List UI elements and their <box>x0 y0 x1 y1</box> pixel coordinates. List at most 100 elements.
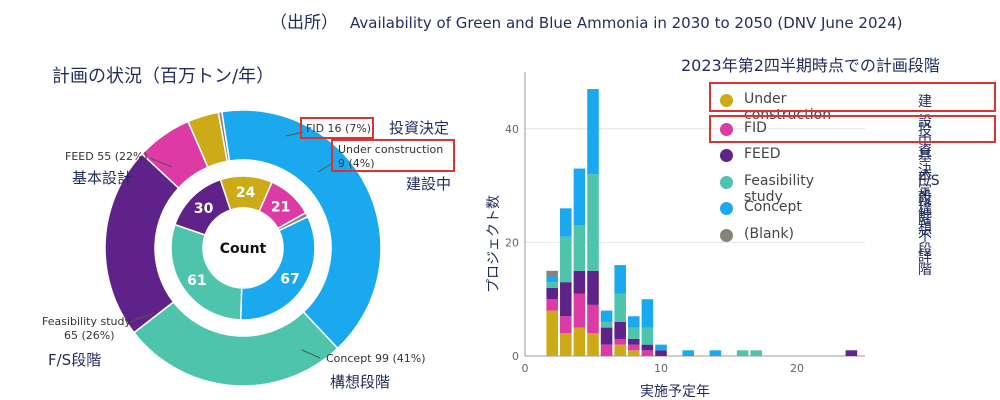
donut-center-label: Count <box>220 241 267 257</box>
legend-label-jp: 構想段階 <box>918 202 932 278</box>
bar-segment-fid <box>560 316 572 334</box>
inner-label-concept: 67 <box>280 272 299 288</box>
highlight-box-legend-under-construction <box>709 82 996 112</box>
legend-swatch <box>720 149 733 162</box>
y-tick-label: 20 <box>505 236 519 249</box>
bar-segment-feed <box>546 287 558 300</box>
bar-segment-feasibility_study <box>546 282 558 288</box>
donut-slice-concept <box>220 109 382 350</box>
bar-segment-under_construction <box>573 327 586 356</box>
bar-chart-title: 2023年第2四半期時点での計画段階 <box>681 56 940 75</box>
leader-line <box>149 157 173 168</box>
legend-swatch <box>720 176 733 189</box>
bar-segment-concept <box>587 89 599 175</box>
bar-segment-concept <box>560 208 572 237</box>
bar-segment-feasibility_study <box>628 327 640 339</box>
bar-segment-feed <box>845 350 858 356</box>
legend-label-jp: F/S段階 <box>918 173 940 228</box>
inner-label-under_construction: 24 <box>236 185 256 201</box>
label-feed: FEED 55 (22%) <box>65 150 148 163</box>
legend-label-jp: 不詳 <box>918 229 932 265</box>
donut-chart: 24 21 67 61 30 Count <box>104 109 382 387</box>
bar-segment-feed <box>628 338 640 345</box>
bar-segment-feed <box>600 327 613 345</box>
y-tick-label: 40 <box>505 123 519 136</box>
donut-slice-fid <box>140 120 209 190</box>
bar-segment-concept <box>614 265 626 294</box>
legend-swatch <box>720 229 733 242</box>
label-feasibility-value: 65 (26%) <box>64 329 115 342</box>
bar-segment-concept <box>641 299 654 328</box>
bar-segment-feasibility_study <box>573 225 586 271</box>
legend-label: Feasibility study <box>744 173 814 205</box>
legend-label: (Blank) <box>744 226 794 242</box>
bar-segment-under_construction <box>546 310 558 356</box>
bar-segment-concept <box>682 350 694 356</box>
bar-segment-under_construction <box>614 344 626 356</box>
bar-segment-fid <box>641 350 654 356</box>
bar-segment-feasibility_study <box>736 350 749 356</box>
x-tick-label: 10 <box>654 362 668 375</box>
x-tick-label: 0 <box>522 362 529 375</box>
inner-label-fid: 21 <box>271 200 290 216</box>
source-lead: （出所） <box>270 13 338 33</box>
x-axis-label: 実施予定年 <box>640 384 710 400</box>
highlight-box-legend-fid <box>709 115 996 143</box>
leader-line <box>129 312 155 323</box>
donut-hole <box>203 208 283 288</box>
highlight-box-fid <box>300 117 374 139</box>
label-concept-jp: 構想段階 <box>330 373 391 391</box>
legend-label-jp: 投資決定 <box>918 123 932 199</box>
bar-segment-blank <box>546 270 558 277</box>
x-tick-label: 20 <box>790 362 804 375</box>
bar-segment-feed <box>573 270 586 294</box>
inner-label-feasibility_study: 61 <box>187 273 206 289</box>
bar-segment-feasibility_study <box>600 321 613 328</box>
label-under-construction-name: Under construction <box>338 143 444 156</box>
label-feasibility-jp: F/S段階 <box>48 351 102 369</box>
bar-segment-under_construction <box>628 350 640 356</box>
y-tick-label: 0 <box>512 350 519 363</box>
bar-segment-under_construction <box>560 333 572 356</box>
legend-label: FEED <box>744 146 781 162</box>
legend-swatch <box>720 123 733 136</box>
y-axis-label: プロジェクト数 <box>486 195 502 293</box>
highlight-box-under-construction <box>331 139 455 172</box>
source-caption: （出所） Availability of Green and Blue Ammon… <box>270 8 902 33</box>
bar-segment-feasibility_study <box>614 293 626 322</box>
label-fid-jp: 投資決定 <box>389 119 450 137</box>
bar-segment-feed <box>641 344 654 351</box>
label-under-construction-jp: 建設中 <box>406 175 452 193</box>
bar-segment-fid <box>628 344 640 351</box>
bar-segment-fid <box>573 293 586 328</box>
bar-segment-feed <box>560 282 572 317</box>
legend-label-jp: 基本設計 <box>918 149 932 225</box>
legend-swatch <box>720 202 733 215</box>
donut-slice-feasibility_study <box>132 300 339 387</box>
label-under-construction-value: 9 (4%) <box>338 157 375 170</box>
legend-label: Concept <box>744 199 802 215</box>
bar-segment-feed <box>614 321 626 339</box>
bar-segment-concept <box>573 168 586 226</box>
legend-swatch <box>720 94 733 107</box>
bar-segment-feed <box>587 270 599 305</box>
bar-segment-feasibility_study <box>560 236 572 283</box>
bar-segment-feasibility_study <box>750 350 762 356</box>
source-text: Availability of Green and Blue Ammonia i… <box>350 14 903 32</box>
bar-segment-fid <box>614 338 626 345</box>
bar-segment-concept <box>628 316 640 328</box>
leader-line <box>317 162 334 173</box>
leader-line <box>301 349 321 359</box>
bar-segment-fid <box>600 344 613 356</box>
label-concept: Concept 99 (41%) <box>326 352 426 365</box>
donut-title: 計画の状況（百万トン/年） <box>52 66 275 87</box>
inner-label-feed: 30 <box>194 201 214 217</box>
bar-segment-concept <box>546 276 558 283</box>
bar-segment-concept <box>600 310 613 322</box>
bar-segment-fid <box>546 299 558 311</box>
stacked-bar-chart: 0 20 40 0 10 20 実施予定年 プロジェクト数 <box>486 72 865 400</box>
bar-segment-feed <box>655 350 667 356</box>
legend-label: FID <box>744 120 767 136</box>
bar-segment-feasibility_study <box>587 174 599 271</box>
bar-segment-feasibility_study <box>641 327 654 345</box>
